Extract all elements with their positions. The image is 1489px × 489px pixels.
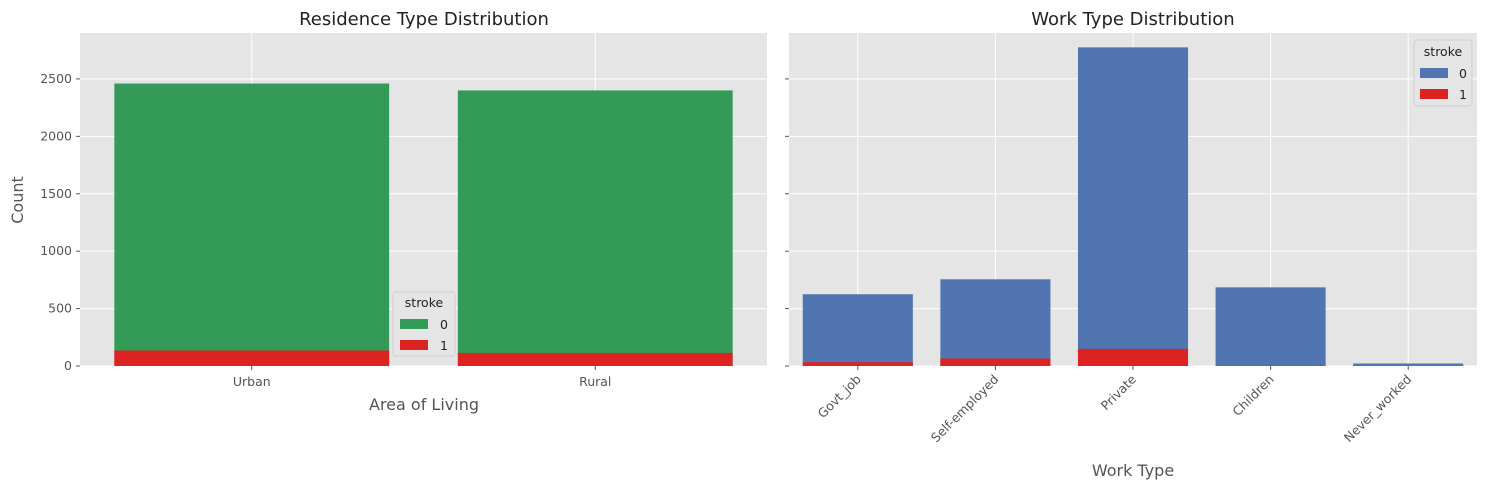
y-tick-label: 1500	[40, 186, 72, 201]
bar-govt-job-stroke-0	[802, 294, 913, 366]
legend-swatch-1	[1420, 89, 1448, 99]
legend-swatch-0	[1420, 68, 1448, 78]
y-axis-label: Count	[8, 176, 27, 224]
bar-urban-stroke-0	[114, 83, 390, 366]
bar-self-employed-stroke-0	[940, 279, 1051, 366]
bar-private-stroke-1	[1077, 348, 1189, 366]
legend-label-0: 0	[1459, 66, 1467, 81]
residence-chart: 0 500 1000 1500 2000 2500 Urban Rural Residenc…	[8, 9, 767, 414]
y-tick-label: 500	[48, 301, 72, 316]
bar-urban-stroke-1	[114, 350, 390, 366]
x-tick-label: Urban	[233, 374, 271, 389]
work-type-chart: Govt_job Self-employed Private Children Neve…	[785, 9, 1477, 480]
bar-rural-stroke-1	[457, 352, 733, 366]
legend-swatch-0	[400, 319, 428, 329]
legend-title: stroke	[1424, 44, 1463, 59]
x-tick-labels: Urban Rural	[233, 366, 611, 389]
y-tick-label: 2000	[40, 128, 72, 143]
x-tick-label: Rural	[579, 374, 611, 389]
legend-label-1: 1	[440, 338, 448, 353]
y-tick-labels: 0 500 1000 1500 2000 2500	[40, 71, 80, 373]
bars	[114, 83, 733, 367]
x-tick-label: Children	[1229, 372, 1276, 419]
x-tick-label: Private	[1098, 371, 1140, 413]
chart-title: Residence Type Distribution	[299, 9, 549, 30]
bar-govt-job-stroke-1	[802, 362, 913, 366]
bars	[802, 47, 1464, 366]
y-tick-label: 2500	[40, 71, 72, 86]
x-tick-label: Govt_job	[814, 371, 863, 420]
y-tick-label: 1000	[40, 243, 72, 258]
legend-label-0: 0	[440, 317, 448, 332]
legend-swatch-1	[400, 340, 428, 350]
x-tick-label: Self-employed	[928, 372, 1002, 446]
legend: stroke 0 1	[392, 291, 456, 357]
chart-title: Work Type Distribution	[1031, 9, 1234, 30]
bar-never-worked-stroke-0	[1353, 363, 1464, 366]
bar-self-employed-stroke-1	[940, 358, 1051, 366]
y-tick-marks	[785, 78, 789, 367]
bar-rural-stroke-0	[457, 90, 733, 367]
x-axis-label: Work Type	[1092, 461, 1174, 480]
x-tick-labels: Govt_job Self-employed Private Children Neve…	[814, 366, 1414, 445]
bar-private-stroke-0	[1077, 47, 1189, 366]
legend: stroke 0 1	[1413, 39, 1473, 107]
legend-label-1: 1	[1459, 87, 1467, 102]
x-axis-label: Area of Living	[369, 395, 479, 414]
x-tick-label: Never_worked	[1341, 372, 1415, 446]
y-tick-label: 0	[64, 358, 72, 373]
legend-title: stroke	[405, 295, 444, 310]
bar-children-stroke-0	[1215, 287, 1326, 366]
